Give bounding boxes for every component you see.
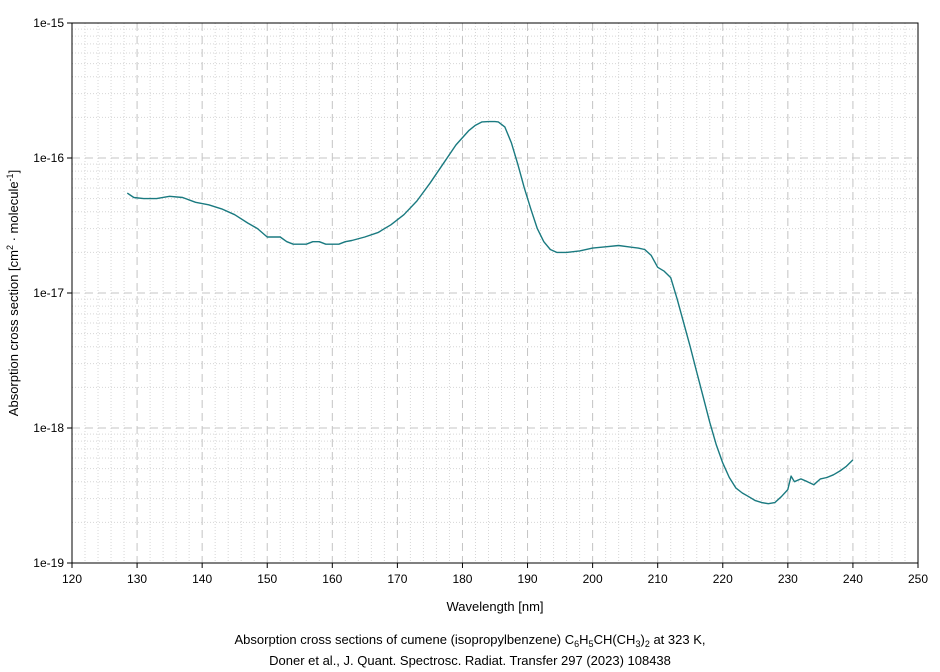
x-tick-label: 150 (257, 572, 277, 586)
x-tick-label: 140 (192, 572, 212, 586)
y-axis-title-sup-1: 2 (5, 245, 15, 250)
y-tick-label: 1e-15 (33, 16, 64, 30)
x-tick-label: 190 (518, 572, 538, 586)
x-tick-label: 230 (778, 572, 798, 586)
y-axis-title-part-2: · molecule (6, 181, 21, 245)
caption-prefix: Absorption cross sections of cumene (iso… (234, 632, 575, 647)
caption-suffix: at 323 K, (649, 632, 706, 647)
caption-mid-1: H (579, 632, 589, 647)
series-line (126, 120, 854, 505)
data-series (126, 120, 854, 505)
caption-sub-1: 6 (574, 639, 580, 649)
caption-sub-2: 5 (588, 639, 594, 649)
x-axis-title: Wavelength [nm] (446, 599, 543, 614)
x-tick-label: 180 (452, 572, 472, 586)
grid (72, 23, 918, 563)
x-tick-label: 220 (713, 572, 733, 586)
x-tick-label: 240 (843, 572, 863, 586)
y-axis-title-part-3: ] (6, 170, 21, 174)
caption-line-2: Doner et al., J. Quant. Spectrosc. Radia… (269, 653, 671, 668)
y-tick-label: 1e-18 (33, 421, 64, 435)
x-tick-label: 120 (62, 572, 82, 586)
caption-mid-3: ) (640, 632, 645, 647)
x-tick-label: 130 (127, 572, 147, 586)
x-tick-label: 200 (583, 572, 603, 586)
chart: 120 130 140 150 160 170 180 190 200 210 220 230 240 2… (5, 16, 928, 614)
y-tick-label: 1e-16 (33, 151, 64, 165)
axis-ticks: 120 130 140 150 160 170 180 190 200 210 220 230 240 2… (33, 16, 928, 586)
y-axis-title: Absorption cross section [cm2 · molecule… (5, 170, 21, 416)
y-tick-label: 1e-17 (33, 286, 64, 300)
y-axis-title-part-1: Absorption cross section [cm (6, 250, 21, 416)
x-tick-label: 170 (387, 572, 407, 586)
x-tick-label: 250 (908, 572, 928, 586)
x-tick-label: 160 (322, 572, 342, 586)
caption-sub-4: 2 (644, 639, 650, 649)
caption-line-1: Absorption cross sections of cumene (iso… (0, 632, 940, 649)
x-tick-label: 210 (648, 572, 668, 586)
y-axis-title-sup-2: -1 (5, 173, 15, 181)
caption-mid-2: CH(CH (593, 632, 636, 647)
caption-sub-3: 3 (635, 639, 641, 649)
y-tick-label: 1e-19 (33, 556, 64, 570)
